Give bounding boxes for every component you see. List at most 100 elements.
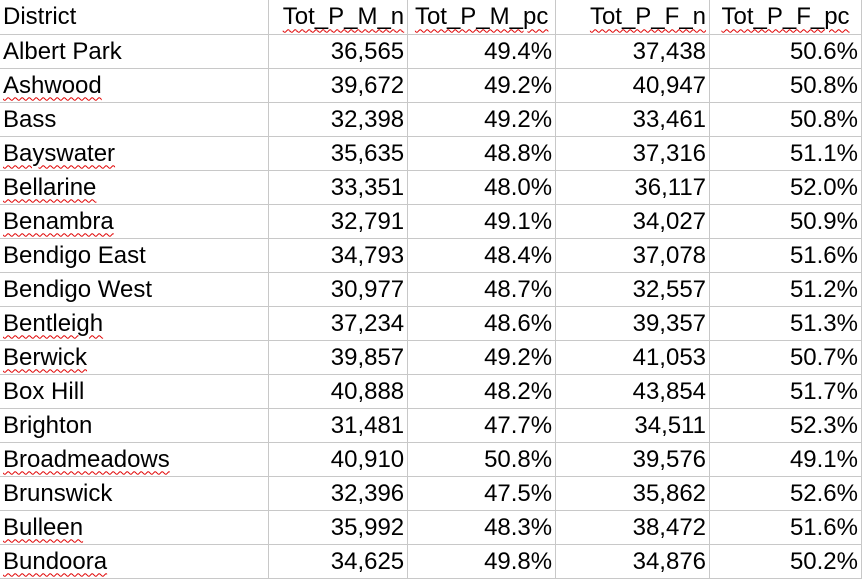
cell-tot-p-f-n[interactable]: 35,862 [555, 476, 711, 511]
cell-tot-p-m-pc[interactable]: 49.4% [407, 34, 557, 69]
cell-tot-p-f-pc[interactable]: 51.7% [709, 374, 862, 409]
table-row: Box Hill 40,888 48.2% 43,854 51.7% [0, 374, 862, 409]
cell-district[interactable]: Bayswater [0, 136, 270, 171]
cell-tot-p-m-pc[interactable]: 48.8% [407, 136, 557, 171]
header-text: Tot_P_F_pc [721, 3, 850, 31]
cell-tot-p-m-n[interactable]: 32,791 [268, 204, 409, 239]
table-row: Bayswater 35,635 48.8% 37,316 51.1% [0, 136, 862, 171]
district-text: Broadmeadows [3, 445, 170, 473]
table-row: Brighton 31,481 47.7% 34,511 52.3% [0, 408, 862, 443]
header-cell-tot-p-m-pc[interactable]: Tot_P_M_pc [407, 0, 557, 35]
header-cell-tot-p-m-n[interactable]: Tot_P_M_n [268, 0, 409, 35]
cell-district[interactable]: Broadmeadows [0, 442, 270, 477]
cell-tot-p-m-pc[interactable]: 47.5% [407, 476, 557, 511]
cell-tot-p-m-pc[interactable]: 48.4% [407, 238, 557, 273]
cell-tot-p-m-pc[interactable]: 49.8% [407, 544, 557, 579]
cell-tot-p-f-n[interactable]: 37,316 [555, 136, 711, 171]
cell-district[interactable]: Brunswick [0, 476, 270, 511]
cell-tot-p-f-n[interactable]: 37,078 [555, 238, 711, 273]
cell-tot-p-f-pc[interactable]: 51.3% [709, 306, 862, 341]
cell-district[interactable]: Berwick [0, 340, 270, 375]
cell-tot-p-m-pc[interactable]: 49.2% [407, 340, 557, 375]
cell-tot-p-m-pc[interactable]: 47.7% [407, 408, 557, 443]
cell-tot-p-f-n[interactable]: 43,854 [555, 374, 711, 409]
cell-district[interactable]: Brighton [0, 408, 270, 443]
cell-tot-p-m-pc[interactable]: 49.1% [407, 204, 557, 239]
cell-district[interactable]: Box Hill [0, 374, 270, 409]
cell-tot-p-f-pc[interactable]: 50.9% [709, 204, 862, 239]
cell-district[interactable]: Albert Park [0, 34, 270, 69]
cell-tot-p-f-n[interactable]: 41,053 [555, 340, 711, 375]
cell-district[interactable]: Bendigo East [0, 238, 270, 273]
cell-tot-p-f-n[interactable]: 34,027 [555, 204, 711, 239]
table-row: Ashwood 39,672 49.2% 40,947 50.8% [0, 68, 862, 103]
cell-tot-p-f-n[interactable]: 34,876 [555, 544, 711, 579]
cell-tot-p-f-pc[interactable]: 51.2% [709, 272, 862, 307]
header-cell-tot-p-f-pc[interactable]: Tot_P_F_pc [709, 0, 862, 35]
cell-district[interactable]: Bulleen [0, 510, 270, 545]
cell-tot-p-m-n[interactable]: 40,888 [268, 374, 409, 409]
cell-tot-p-m-pc[interactable]: 49.2% [407, 102, 557, 137]
cell-tot-p-f-pc[interactable]: 49.1% [709, 442, 862, 477]
district-text: Bentleigh [3, 309, 104, 337]
header-text: Tot_P_F_n [589, 3, 707, 31]
cell-tot-p-m-pc[interactable]: 49.2% [407, 68, 557, 103]
cell-tot-p-f-pc[interactable]: 52.6% [709, 476, 862, 511]
cell-tot-p-m-n[interactable]: 37,234 [268, 306, 409, 341]
district-text: Bulleen [3, 513, 84, 541]
cell-tot-p-m-n[interactable]: 32,398 [268, 102, 409, 137]
table-row: Bendigo East 34,793 48.4% 37,078 51.6% [0, 238, 862, 273]
cell-tot-p-f-n[interactable]: 39,576 [555, 442, 711, 477]
cell-tot-p-f-n[interactable]: 32,557 [555, 272, 711, 307]
cell-tot-p-m-pc[interactable]: 48.2% [407, 374, 557, 409]
cell-tot-p-f-pc[interactable]: 50.2% [709, 544, 862, 579]
cell-tot-p-m-n[interactable]: 35,635 [268, 136, 409, 171]
header-cell-district[interactable]: District [0, 0, 270, 35]
cell-tot-p-m-n[interactable]: 40,910 [268, 442, 409, 477]
cell-tot-p-m-n[interactable]: 30,977 [268, 272, 409, 307]
cell-tot-p-f-pc[interactable]: 50.6% [709, 34, 862, 69]
cell-district[interactable]: Ashwood [0, 68, 270, 103]
cell-tot-p-f-n[interactable]: 36,117 [555, 170, 711, 205]
cell-district[interactable]: Bass [0, 102, 270, 137]
cell-tot-p-f-pc[interactable]: 51.6% [709, 238, 862, 273]
cell-tot-p-m-pc[interactable]: 48.6% [407, 306, 557, 341]
cell-tot-p-f-n[interactable]: 37,438 [555, 34, 711, 69]
header-text: Tot_P_M_pc [414, 3, 549, 31]
cell-tot-p-m-pc[interactable]: 48.7% [407, 272, 557, 307]
cell-tot-p-f-n[interactable]: 39,357 [555, 306, 711, 341]
table-row: Bulleen 35,992 48.3% 38,472 51.6% [0, 510, 862, 545]
cell-district[interactable]: Bundoora [0, 544, 270, 579]
cell-tot-p-f-pc[interactable]: 50.8% [709, 68, 862, 103]
cell-tot-p-m-n[interactable]: 33,351 [268, 170, 409, 205]
cell-tot-p-m-n[interactable]: 39,857 [268, 340, 409, 375]
cell-tot-p-f-pc[interactable]: 52.3% [709, 408, 862, 443]
cell-tot-p-f-pc[interactable]: 52.0% [709, 170, 862, 205]
cell-tot-p-m-n[interactable]: 32,396 [268, 476, 409, 511]
header-cell-tot-p-f-n[interactable]: Tot_P_F_n [555, 0, 711, 35]
cell-tot-p-f-n[interactable]: 33,461 [555, 102, 711, 137]
cell-tot-p-m-n[interactable]: 34,793 [268, 238, 409, 273]
cell-tot-p-f-n[interactable]: 34,511 [555, 408, 711, 443]
cell-tot-p-m-pc[interactable]: 48.3% [407, 510, 557, 545]
cell-district[interactable]: Bellarine [0, 170, 270, 205]
cell-tot-p-f-pc[interactable]: 50.7% [709, 340, 862, 375]
cell-tot-p-m-n[interactable]: 36,565 [268, 34, 409, 69]
cell-tot-p-m-n[interactable]: 35,992 [268, 510, 409, 545]
cell-tot-p-m-n[interactable]: 31,481 [268, 408, 409, 443]
cell-tot-p-f-n[interactable]: 40,947 [555, 68, 711, 103]
cell-district[interactable]: Bentleigh [0, 306, 270, 341]
cell-tot-p-m-n[interactable]: 39,672 [268, 68, 409, 103]
cell-tot-p-f-pc[interactable]: 50.8% [709, 102, 862, 137]
header-text: Tot_P_M_n [282, 3, 405, 31]
cell-district[interactable]: Benambra [0, 204, 270, 239]
cell-tot-p-f-pc[interactable]: 51.1% [709, 136, 862, 171]
cell-tot-p-f-pc[interactable]: 51.6% [709, 510, 862, 545]
cell-tot-p-f-n[interactable]: 38,472 [555, 510, 711, 545]
cell-tot-p-m-n[interactable]: 34,625 [268, 544, 409, 579]
cell-tot-p-m-pc[interactable]: 48.0% [407, 170, 557, 205]
cell-tot-p-m-pc[interactable]: 50.8% [407, 442, 557, 477]
cell-district[interactable]: Bendigo West [0, 272, 270, 307]
